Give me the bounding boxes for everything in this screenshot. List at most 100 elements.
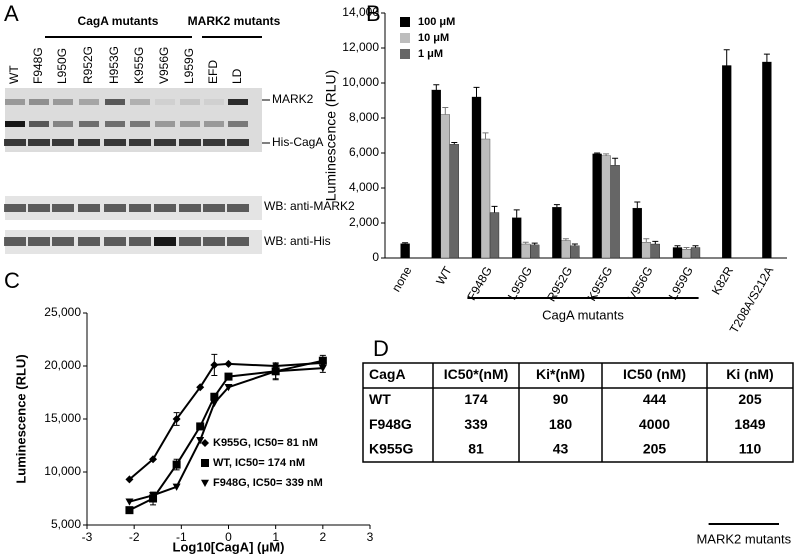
- x-tick-label: 1: [272, 530, 279, 544]
- x-tick-label: L959G: [666, 264, 696, 302]
- legend-label: 10 μM: [418, 32, 449, 44]
- band: [29, 99, 49, 105]
- legend-label: K955G, IC50= 81 nM: [213, 437, 318, 449]
- table-cell: Ki*(nM): [536, 366, 585, 382]
- error-bar: [522, 241, 529, 244]
- bar: [650, 243, 660, 259]
- bar: [592, 153, 602, 259]
- data-point: [210, 360, 219, 369]
- band: [52, 139, 74, 146]
- error-bar: [652, 240, 659, 244]
- x-tick-label: T208A/S212A: [727, 264, 776, 336]
- bar: [762, 61, 772, 259]
- x-tick-label: -1: [176, 530, 187, 544]
- data-point: [224, 359, 233, 368]
- x-tick-label: 2: [319, 530, 326, 544]
- band: [203, 237, 225, 246]
- error-bar: [594, 152, 601, 154]
- band: [154, 139, 176, 146]
- data-point: [125, 506, 134, 515]
- lane-label: EFD: [206, 60, 220, 84]
- lane-label: WT: [7, 65, 21, 84]
- x-tick-label: 3: [367, 530, 374, 544]
- legend-label: F948G, IC50= 339 nM: [213, 477, 323, 489]
- band: [78, 139, 100, 146]
- group-label: CagA mutants: [542, 307, 624, 322]
- error-bar: [674, 245, 681, 248]
- error-bar: [562, 238, 569, 241]
- data-point: [318, 364, 327, 373]
- table-cell: 205: [643, 441, 667, 457]
- y-tick-label: 6,000: [349, 145, 379, 159]
- band: [28, 204, 50, 212]
- bar: [722, 65, 732, 259]
- y-tick-label: 8,000: [349, 110, 379, 124]
- error-bar: [634, 201, 641, 209]
- y-tick-label: 12,000: [342, 40, 379, 54]
- lane-label: V956G: [157, 47, 171, 84]
- legend-swatch: [400, 33, 410, 43]
- bar: [440, 114, 450, 259]
- band: [155, 121, 175, 127]
- legend-marker: [201, 479, 209, 487]
- x-tick-label: WT: [433, 264, 455, 288]
- legend-label: 1 μM: [418, 48, 443, 60]
- band: [155, 99, 175, 105]
- band: [179, 139, 201, 146]
- y-axis-title: Luminescence (RLU): [323, 70, 339, 202]
- fit-line: [129, 367, 323, 503]
- bar: [552, 207, 562, 259]
- lane-label: R952G: [81, 46, 95, 84]
- legend-marker: [201, 439, 209, 447]
- error-bar: [442, 107, 449, 115]
- bar: [400, 243, 410, 259]
- table-cell: 444: [643, 391, 667, 407]
- table-cell: WT: [369, 391, 391, 407]
- band: [104, 204, 126, 212]
- legend-label: WT, IC50= 174 nM: [213, 457, 305, 469]
- x-tick-label: L950G: [505, 264, 535, 302]
- legend-swatch: [400, 49, 410, 59]
- band: [203, 139, 225, 146]
- band: [4, 237, 26, 246]
- table-border: [362, 362, 794, 463]
- lane-label: L950G: [55, 48, 69, 84]
- table-cell: 174: [464, 391, 488, 407]
- band: [105, 121, 125, 127]
- data-point: [125, 498, 134, 506]
- error-bar: [643, 238, 650, 243]
- band: [227, 139, 249, 146]
- data-point: [149, 455, 158, 464]
- data-point: [196, 383, 205, 392]
- y-tick-label: 0: [372, 250, 379, 264]
- error-bar: [451, 142, 458, 145]
- band: [29, 121, 49, 127]
- table-cell: CagA: [369, 366, 406, 382]
- table-cell: 205: [738, 391, 762, 407]
- band: [28, 237, 50, 246]
- bar: [681, 249, 692, 259]
- error-bar: [553, 204, 560, 208]
- band: [4, 139, 26, 146]
- bar: [480, 138, 491, 259]
- band-label: MARK2: [272, 92, 314, 106]
- error-bar: [603, 153, 610, 156]
- bar: [489, 212, 500, 259]
- bar: [610, 165, 620, 259]
- panel-label: D: [373, 336, 389, 361]
- data-point: [172, 415, 181, 423]
- band: [228, 99, 248, 105]
- data-point: [210, 392, 219, 401]
- data-point: [149, 492, 158, 500]
- band: [130, 99, 150, 105]
- data-point: [172, 483, 181, 491]
- band: [79, 121, 99, 127]
- band: [129, 204, 151, 212]
- band: [180, 99, 200, 105]
- band: [79, 99, 99, 105]
- table-cell: 81: [468, 441, 484, 457]
- band: [154, 237, 176, 246]
- panel-label: C: [4, 268, 20, 293]
- y-tick-label: 4,000: [349, 180, 379, 194]
